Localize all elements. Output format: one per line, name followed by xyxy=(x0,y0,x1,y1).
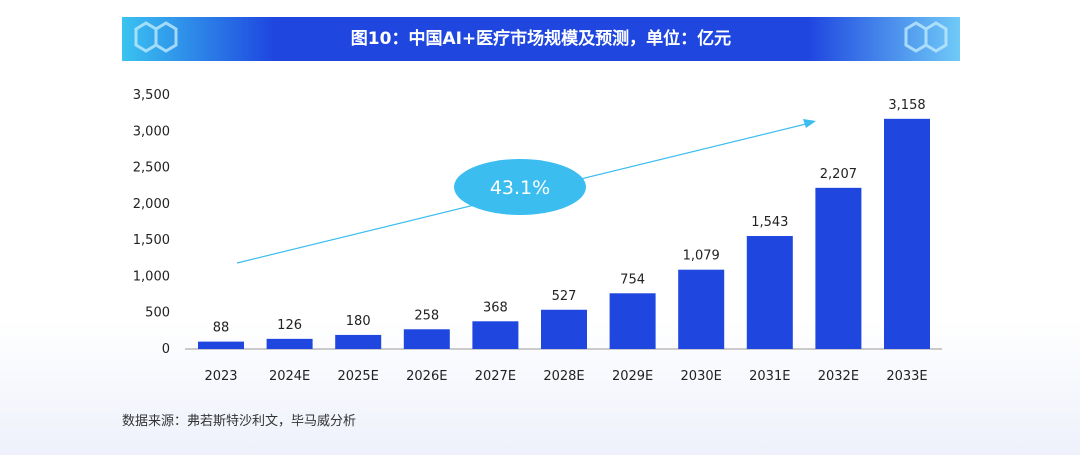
bar xyxy=(541,309,587,349)
bar xyxy=(198,341,244,349)
x-tick-label: 2028E xyxy=(543,369,584,384)
y-tick-label: 3,000 xyxy=(133,124,170,139)
y-tick-label: 0 xyxy=(162,342,170,357)
x-tick-label: 2024E xyxy=(269,369,310,384)
x-tick-label: 2032E xyxy=(818,369,859,384)
cagr-ellipse xyxy=(454,159,586,215)
title-banner: 图10：中国AI+医疗市场规模及预测，单位：亿元 xyxy=(122,17,960,61)
x-tick-label: 2025E xyxy=(338,369,379,384)
chart-title: 图10：中国AI+医疗市场规模及预测，单位：亿元 xyxy=(350,29,732,49)
bar xyxy=(403,329,450,349)
hexagon-decoration-icon xyxy=(134,21,948,53)
y-tick-label: 3,500 xyxy=(133,88,170,103)
y-tick-label: 1,000 xyxy=(133,269,170,284)
data-label: 2,207 xyxy=(820,167,857,182)
bar xyxy=(815,187,862,349)
x-tick-label: 2023 xyxy=(204,369,237,384)
data-label: 3,158 xyxy=(888,98,925,113)
arrow-head-icon xyxy=(803,119,816,128)
data-label: 1,543 xyxy=(751,215,788,230)
bar xyxy=(472,321,519,349)
cagr-label: 43.1% xyxy=(490,177,550,199)
x-tick-label: 2030E xyxy=(681,369,722,384)
bar xyxy=(746,236,793,349)
x-tick-label: 2026E xyxy=(406,369,447,384)
x-tick-label: 2027E xyxy=(475,369,516,384)
y-tick-label: 2,500 xyxy=(133,161,170,176)
x-tick-label: 2031E xyxy=(749,369,790,384)
y-tick-label: 1,500 xyxy=(133,233,170,248)
data-label: 527 xyxy=(552,289,577,304)
y-tick-label: 2,000 xyxy=(133,197,170,212)
bar xyxy=(678,269,725,349)
bar xyxy=(609,293,656,349)
x-tick-label: 2029E xyxy=(612,369,653,384)
data-label: 180 xyxy=(346,314,371,329)
data-label: 126 xyxy=(277,318,302,333)
bar xyxy=(884,118,930,349)
x-tick-label: 2033E xyxy=(886,369,927,384)
bar xyxy=(335,334,382,349)
bar xyxy=(266,338,313,349)
data-label: 88 xyxy=(213,321,230,336)
data-label: 754 xyxy=(620,272,645,287)
data-label: 1,079 xyxy=(683,249,720,264)
data-label: 368 xyxy=(483,300,508,315)
source-note: 数据来源：弗若斯特沙利文，毕马威分析 xyxy=(122,414,357,429)
data-label: 258 xyxy=(414,308,439,323)
y-tick-label: 500 xyxy=(145,306,170,321)
